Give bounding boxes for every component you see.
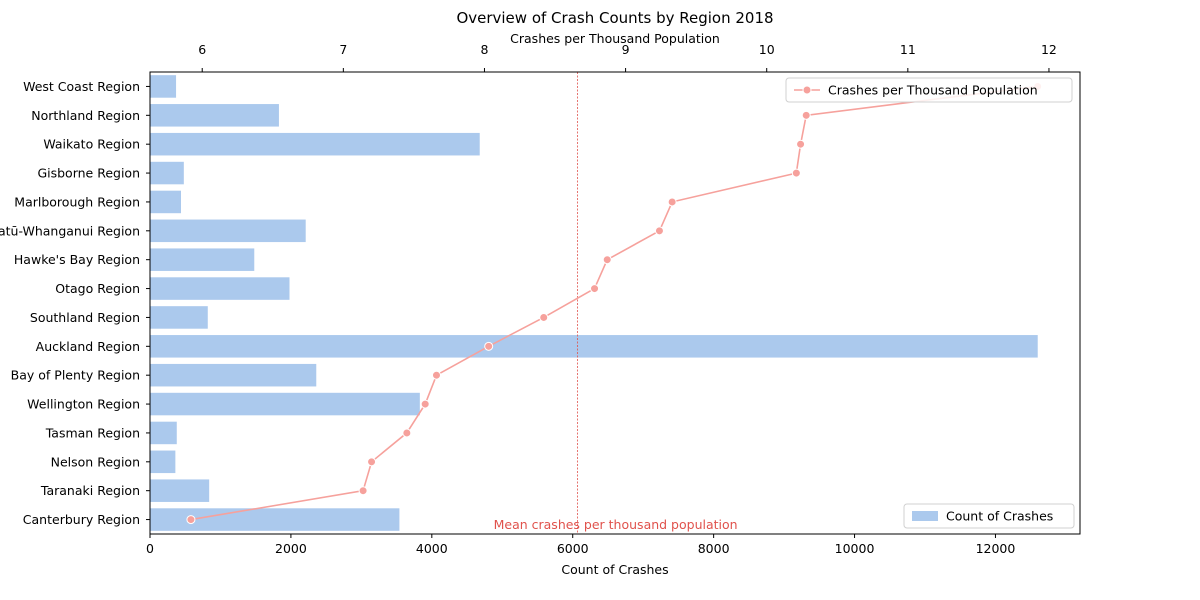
reference-line-group: Mean crashes per thousand population bbox=[494, 72, 738, 534]
bar bbox=[150, 277, 290, 300]
legend-box bbox=[785, 77, 1073, 103]
x2-tick-label: 8 bbox=[480, 42, 488, 57]
line-point bbox=[186, 515, 196, 525]
bar bbox=[150, 132, 480, 156]
bar bbox=[150, 75, 177, 98]
x2-tick-label: 11 bbox=[900, 42, 916, 57]
y-axis: West Coast Region Northland Region Waikato… bbox=[0, 79, 150, 527]
y-tick-label: Bay of Plenty Region bbox=[11, 368, 140, 383]
line-point bbox=[484, 341, 494, 351]
y-tick-label: Nelson Region bbox=[51, 454, 140, 469]
line-point bbox=[367, 457, 377, 467]
line-point bbox=[358, 486, 368, 496]
y-tick-label: Manawatū-Whanganui Region bbox=[0, 223, 140, 238]
line-point bbox=[590, 284, 600, 294]
bar bbox=[150, 450, 176, 474]
x-axis-top: 6 7 8 9 10 11 12 bbox=[198, 42, 1057, 72]
line-point bbox=[402, 428, 412, 438]
y-tick-label: Auckland Region bbox=[36, 339, 140, 354]
y-tick-label: Wellington Region bbox=[27, 397, 140, 412]
line-point bbox=[654, 226, 664, 236]
line-point bbox=[801, 110, 811, 120]
legend-line-series: Crashes per Thousand Population bbox=[785, 77, 1073, 103]
x-axis-bottom: 0 2000 4000 6000 8000 10000 12000 bbox=[146, 534, 1015, 556]
legend-label: Count of Crashes bbox=[946, 509, 1053, 524]
y-tick-label: Gisborne Region bbox=[37, 166, 140, 181]
line-point bbox=[667, 197, 677, 207]
legend-bar-swatch bbox=[912, 511, 938, 521]
chart-title: Overview of Crash Counts by Region 2018 bbox=[456, 9, 773, 27]
y-tick-label: Hawke's Bay Region bbox=[14, 252, 140, 267]
line-point bbox=[539, 312, 549, 322]
y-tick-label: Marlborough Region bbox=[14, 194, 140, 209]
x2-tick-label: 9 bbox=[622, 42, 630, 57]
bar bbox=[150, 219, 306, 243]
line-point bbox=[796, 139, 806, 149]
x-tick-label: 12000 bbox=[976, 541, 1016, 556]
bar bbox=[150, 479, 210, 502]
x2-tick-label: 7 bbox=[339, 42, 347, 57]
y-tick-label: Southland Region bbox=[30, 310, 140, 325]
mean-reference-label: Mean crashes per thousand population bbox=[494, 517, 738, 532]
bar bbox=[150, 335, 1038, 358]
line-point bbox=[602, 255, 612, 265]
y-tick-label: Northland Region bbox=[31, 108, 140, 123]
bar bbox=[150, 421, 177, 445]
bar bbox=[150, 392, 420, 416]
legend-bar-series: Count of Crashes bbox=[903, 503, 1075, 529]
x-tick-label: 8000 bbox=[698, 541, 730, 556]
series-line bbox=[190, 85, 1038, 521]
line-point bbox=[791, 168, 801, 178]
y-tick-label: Waikato Region bbox=[43, 137, 140, 152]
bar bbox=[150, 104, 279, 127]
y-tick-label: West Coast Region bbox=[23, 79, 140, 94]
x-tick-label: 10000 bbox=[835, 541, 875, 556]
plot-frame bbox=[149, 71, 1081, 535]
x-tick-label: 2000 bbox=[275, 541, 307, 556]
y-tick-label: Otago Region bbox=[55, 281, 140, 296]
y-tick-label: Canterbury Region bbox=[23, 512, 140, 527]
bars-group bbox=[150, 75, 1038, 531]
line-point bbox=[420, 399, 430, 409]
y-tick-label: Taranaki Region bbox=[40, 483, 140, 498]
line-point bbox=[431, 370, 441, 380]
bottom-axis-title: Count of Crashes bbox=[561, 562, 668, 577]
legend-label: Crashes per Thousand Population bbox=[828, 83, 1038, 98]
bar bbox=[150, 508, 400, 531]
x2-tick-label: 6 bbox=[198, 42, 206, 57]
top-axis-title: Crashes per Thousand Population bbox=[510, 31, 720, 46]
x-tick-label: 0 bbox=[146, 541, 154, 556]
bar bbox=[150, 161, 184, 185]
x2-tick-label: 12 bbox=[1041, 42, 1057, 57]
legend-line-dot bbox=[802, 85, 812, 95]
x-tick-label: 4000 bbox=[416, 541, 448, 556]
bar bbox=[150, 363, 317, 387]
bar bbox=[150, 190, 181, 214]
bar bbox=[150, 248, 255, 271]
x-tick-label: 6000 bbox=[557, 541, 589, 556]
x2-tick-label: 10 bbox=[759, 42, 775, 57]
bar bbox=[150, 306, 208, 329]
legend-box bbox=[903, 503, 1075, 529]
y-tick-label: Tasman Region bbox=[45, 425, 140, 440]
